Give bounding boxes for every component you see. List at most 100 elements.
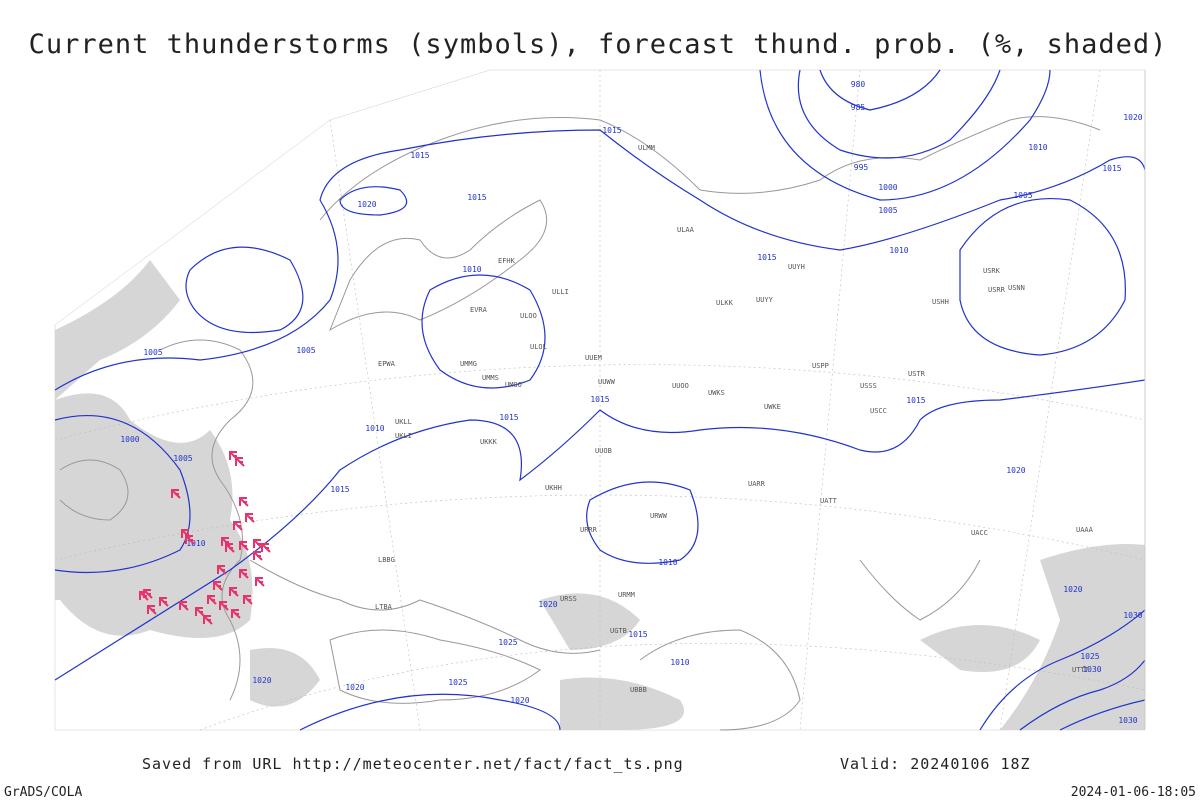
thunderstorm-symbol [179,601,189,611]
isobar-label: 985 [851,103,866,112]
isobar-label: 1015 [602,126,621,135]
station-label: UATT [820,497,838,505]
thunderstorm-symbol [239,569,249,579]
station-label: UUYY [756,296,774,304]
thunderstorm-symbol [171,489,181,499]
thunderstorm-symbol [243,595,253,605]
station-label: EFHK [498,257,516,265]
isobars [54,69,1146,731]
isobar-label: 1000 [878,183,897,192]
station-label: USRK [983,267,1001,275]
station-label: ULAA [677,226,695,234]
thunderstorm-symbol [233,521,243,531]
station-label: ULKK [716,299,734,307]
isobar-label: 1005 [878,206,897,215]
thunderstorm-symbol [245,513,255,523]
station-label: UAAA [1076,526,1094,534]
isobar-label: 1020 [510,696,529,705]
station-label: USPP [812,362,829,370]
thunderstorm-symbol [255,577,265,587]
thunderstorm-symbol [213,581,223,591]
station-label: ULOL [530,343,547,351]
title: Current thunderstorms (symbols), forecas… [29,29,1168,60]
station-label: LBBG [378,556,395,564]
station-label: UKKK [480,438,498,446]
station-label: URWW [650,512,668,520]
isobar-label: 1020 [345,683,364,692]
isobar-label: 1025 [1080,652,1099,661]
isobar-label: 1030 [1118,716,1137,725]
source-url: Saved from URL http://meteocenter.net/fa… [142,755,684,773]
station-label: URRR [580,526,598,534]
thunderstorm-symbol [225,543,235,553]
isobar-label: 1005 [143,348,162,357]
isobar-label: 1020 [1063,585,1082,594]
coastlines [59,116,1101,731]
isobar-label: 1030 [1082,665,1101,674]
isobar-label: 1000 [120,435,139,444]
station-label: ULLI [552,288,569,296]
isobar-label: 1030 [1123,611,1142,620]
isobar-label: 1005 [1013,191,1032,200]
isobar-label: 980 [851,80,866,89]
station-label: UMMS [482,374,499,382]
thunderstorm-symbol [147,605,157,615]
isobar-label: 1015 [467,193,486,202]
station-label: UUYH [788,263,805,271]
isobar-label: 1010 [658,558,677,567]
isobar-label: 1010 [365,424,384,433]
probability-shading [55,260,1145,730]
isobar-label: 1015 [628,630,647,639]
isobar-label: 995 [854,163,869,172]
thunderstorm-symbol [261,543,271,553]
isobar-label: 1020 [252,676,271,685]
map: 1015 1015 1020 1015 1010 1005 1005 1000 1005 1010… [54,69,1146,731]
isobar-label: 1020 [1123,113,1142,122]
station-label: UUOO [672,382,689,390]
thunderstorm-symbol [219,601,229,611]
station-label: USRR [988,286,1006,294]
thunderstorm-symbol [239,541,249,551]
station-label: UTTT [1072,666,1090,674]
isobar-label: 1025 [498,638,517,647]
thunderstorm-symbol [207,595,217,605]
isobar-label: 1010 [462,265,481,274]
isobar-label: 1005 [173,454,192,463]
station-label: UMMG [460,360,477,368]
thunderstorm-symbol [217,565,227,575]
isobar-label: 1010 [1028,143,1047,152]
station-label: UUOB [595,447,612,455]
station-label: UKHH [545,484,562,492]
station-label: USSS [860,382,877,390]
station-label: UMOO [505,381,522,389]
station-label: USNN [1008,284,1025,292]
station-label: EPWA [378,360,396,368]
thunderstorm-symbol [235,457,245,467]
thunderstorm-symbol [231,609,241,619]
station-label: URMM [618,591,635,599]
station-label: ULMM [638,144,655,152]
station-label: UWKS [708,389,725,397]
thunderstorm-symbol [139,591,149,601]
thunderstorm-symbol [239,497,249,507]
isobar-label: 1005 [296,346,315,355]
thunderstorm-symbol [203,615,213,625]
station-label: UGTB [610,627,627,635]
station-label: USTR [908,370,926,378]
station-label: UKLL [395,418,412,426]
credit: GrADS/COLA [4,785,82,800]
isobar-label: 1020 [538,600,557,609]
station-label: LTBA [375,603,393,611]
isobar-label: 1015 [906,396,925,405]
station-label: UACC [971,529,988,537]
station-label: UKLI [395,432,412,440]
thunderstorm-symbol [159,597,169,607]
isobar-label: 1015 [1102,164,1121,173]
thunderstorm-symbol [185,535,195,545]
isobar-label: 1010 [889,246,908,255]
thunderstorm-symbol [253,539,263,549]
station-label: URSS [560,595,577,603]
isobar-label: 1015 [499,413,518,422]
